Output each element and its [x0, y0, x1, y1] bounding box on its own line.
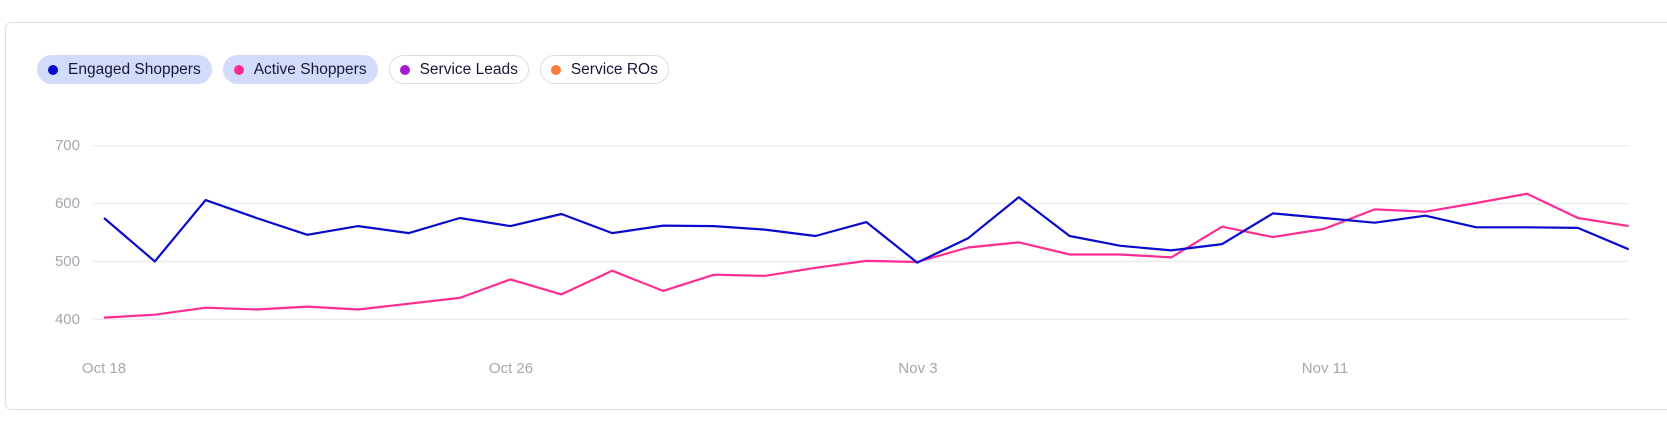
legend-label: Service Leads	[419, 60, 518, 78]
series-lines	[103, 192, 1630, 319]
series-dot-icon	[550, 64, 561, 75]
series-dot-icon	[399, 64, 410, 75]
y-tick-label: 700	[54, 137, 80, 154]
gridlines	[93, 144, 1629, 321]
legend-chip-service-ros[interactable]: Service ROs	[539, 55, 669, 84]
series-dot-icon	[48, 64, 58, 75]
chart-legend: Engaged Shoppers Active Shoppers Service…	[37, 55, 669, 84]
x-tick-label: Oct 18	[81, 360, 127, 377]
series-line-engaged-shoppers	[103, 196, 1630, 264]
legend-chip-service-leads[interactable]: Service Leads	[388, 55, 529, 84]
chart-card	[5, 22, 1667, 410]
legend-chip-engaged-shoppers[interactable]: Engaged Shoppers	[37, 55, 212, 84]
x-tick-label: Oct 26	[488, 360, 534, 377]
legend-label: Engaged Shoppers	[68, 60, 201, 78]
series-dot-icon	[233, 64, 244, 75]
y-tick-label: 400	[54, 311, 80, 328]
series-line-active-shoppers	[103, 192, 1629, 319]
y-tick-label: 500	[54, 253, 80, 270]
x-tick-label: Nov 3	[898, 360, 938, 377]
x-tick-label: Nov 11	[1301, 360, 1349, 377]
legend-chip-active-shoppers[interactable]: Active Shoppers	[222, 55, 378, 84]
y-tick-label: 600	[54, 195, 80, 212]
legend-label: Service ROs	[570, 60, 658, 78]
legend-label: Active Shoppers	[253, 60, 367, 78]
